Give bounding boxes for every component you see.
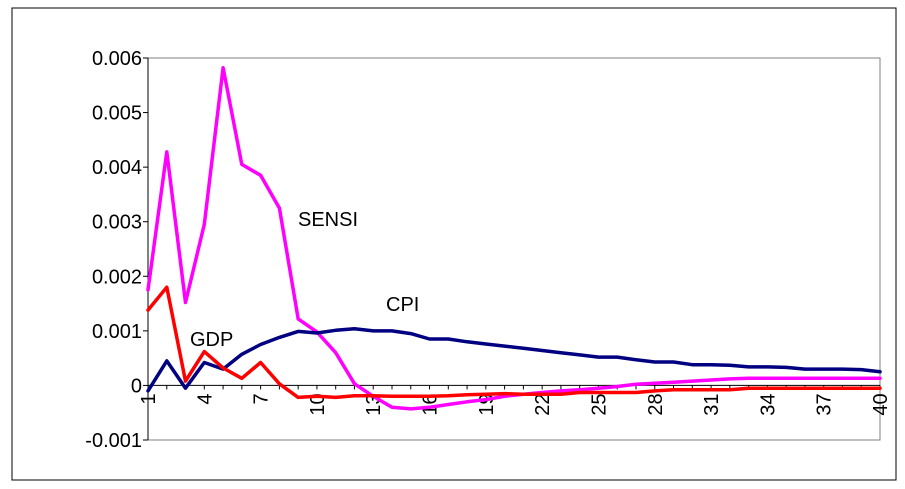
y-tick-label: 0.006	[92, 48, 142, 70]
series-layer	[146, 66, 882, 411]
x-tick-label: 7	[251, 393, 273, 404]
y-axis: 0.006 0.005 0.004 0.003 0.002 0.001 0 -0.001	[85, 48, 149, 452]
y-tick-label: 0.004	[92, 157, 142, 179]
series-line-cpi	[146, 326, 882, 393]
x-tick-label: 22	[532, 393, 554, 415]
annotation-sensi: SENSI	[298, 209, 358, 231]
y-tick-label: 0.003	[92, 212, 142, 234]
annotation-cpi: CPI	[386, 294, 419, 316]
x-axis: 1 4 7 10 13 16 19 22 25 28 31 34 37 40	[138, 384, 892, 416]
plot-area	[147, 57, 881, 441]
y-tick-label: 0.001	[92, 321, 142, 343]
y-tick-label: 0.005	[92, 103, 142, 125]
plot-area-border	[147, 57, 881, 441]
x-tick-label: 10	[307, 393, 329, 415]
y-tick-label: 0	[131, 375, 142, 397]
y-tick-label: -0.001	[85, 430, 142, 452]
x-tick-label: 16	[420, 393, 442, 415]
x-tick-label: 1	[138, 393, 160, 404]
x-tick-label: 25	[588, 393, 610, 415]
x-tick-label: 4	[194, 393, 216, 404]
x-tick-label: 40	[870, 393, 892, 415]
x-tick-label: 37	[814, 393, 836, 415]
x-tick-label: 28	[645, 393, 667, 415]
annotation-layer: SENSI CPI GDP	[190, 209, 419, 351]
y-tick-label: 0.002	[92, 266, 142, 288]
x-tick-label: 34	[757, 393, 779, 415]
annotation-gdp: GDP	[190, 329, 233, 351]
series-line-gdp	[146, 285, 882, 400]
x-tick-label: 31	[701, 393, 723, 415]
